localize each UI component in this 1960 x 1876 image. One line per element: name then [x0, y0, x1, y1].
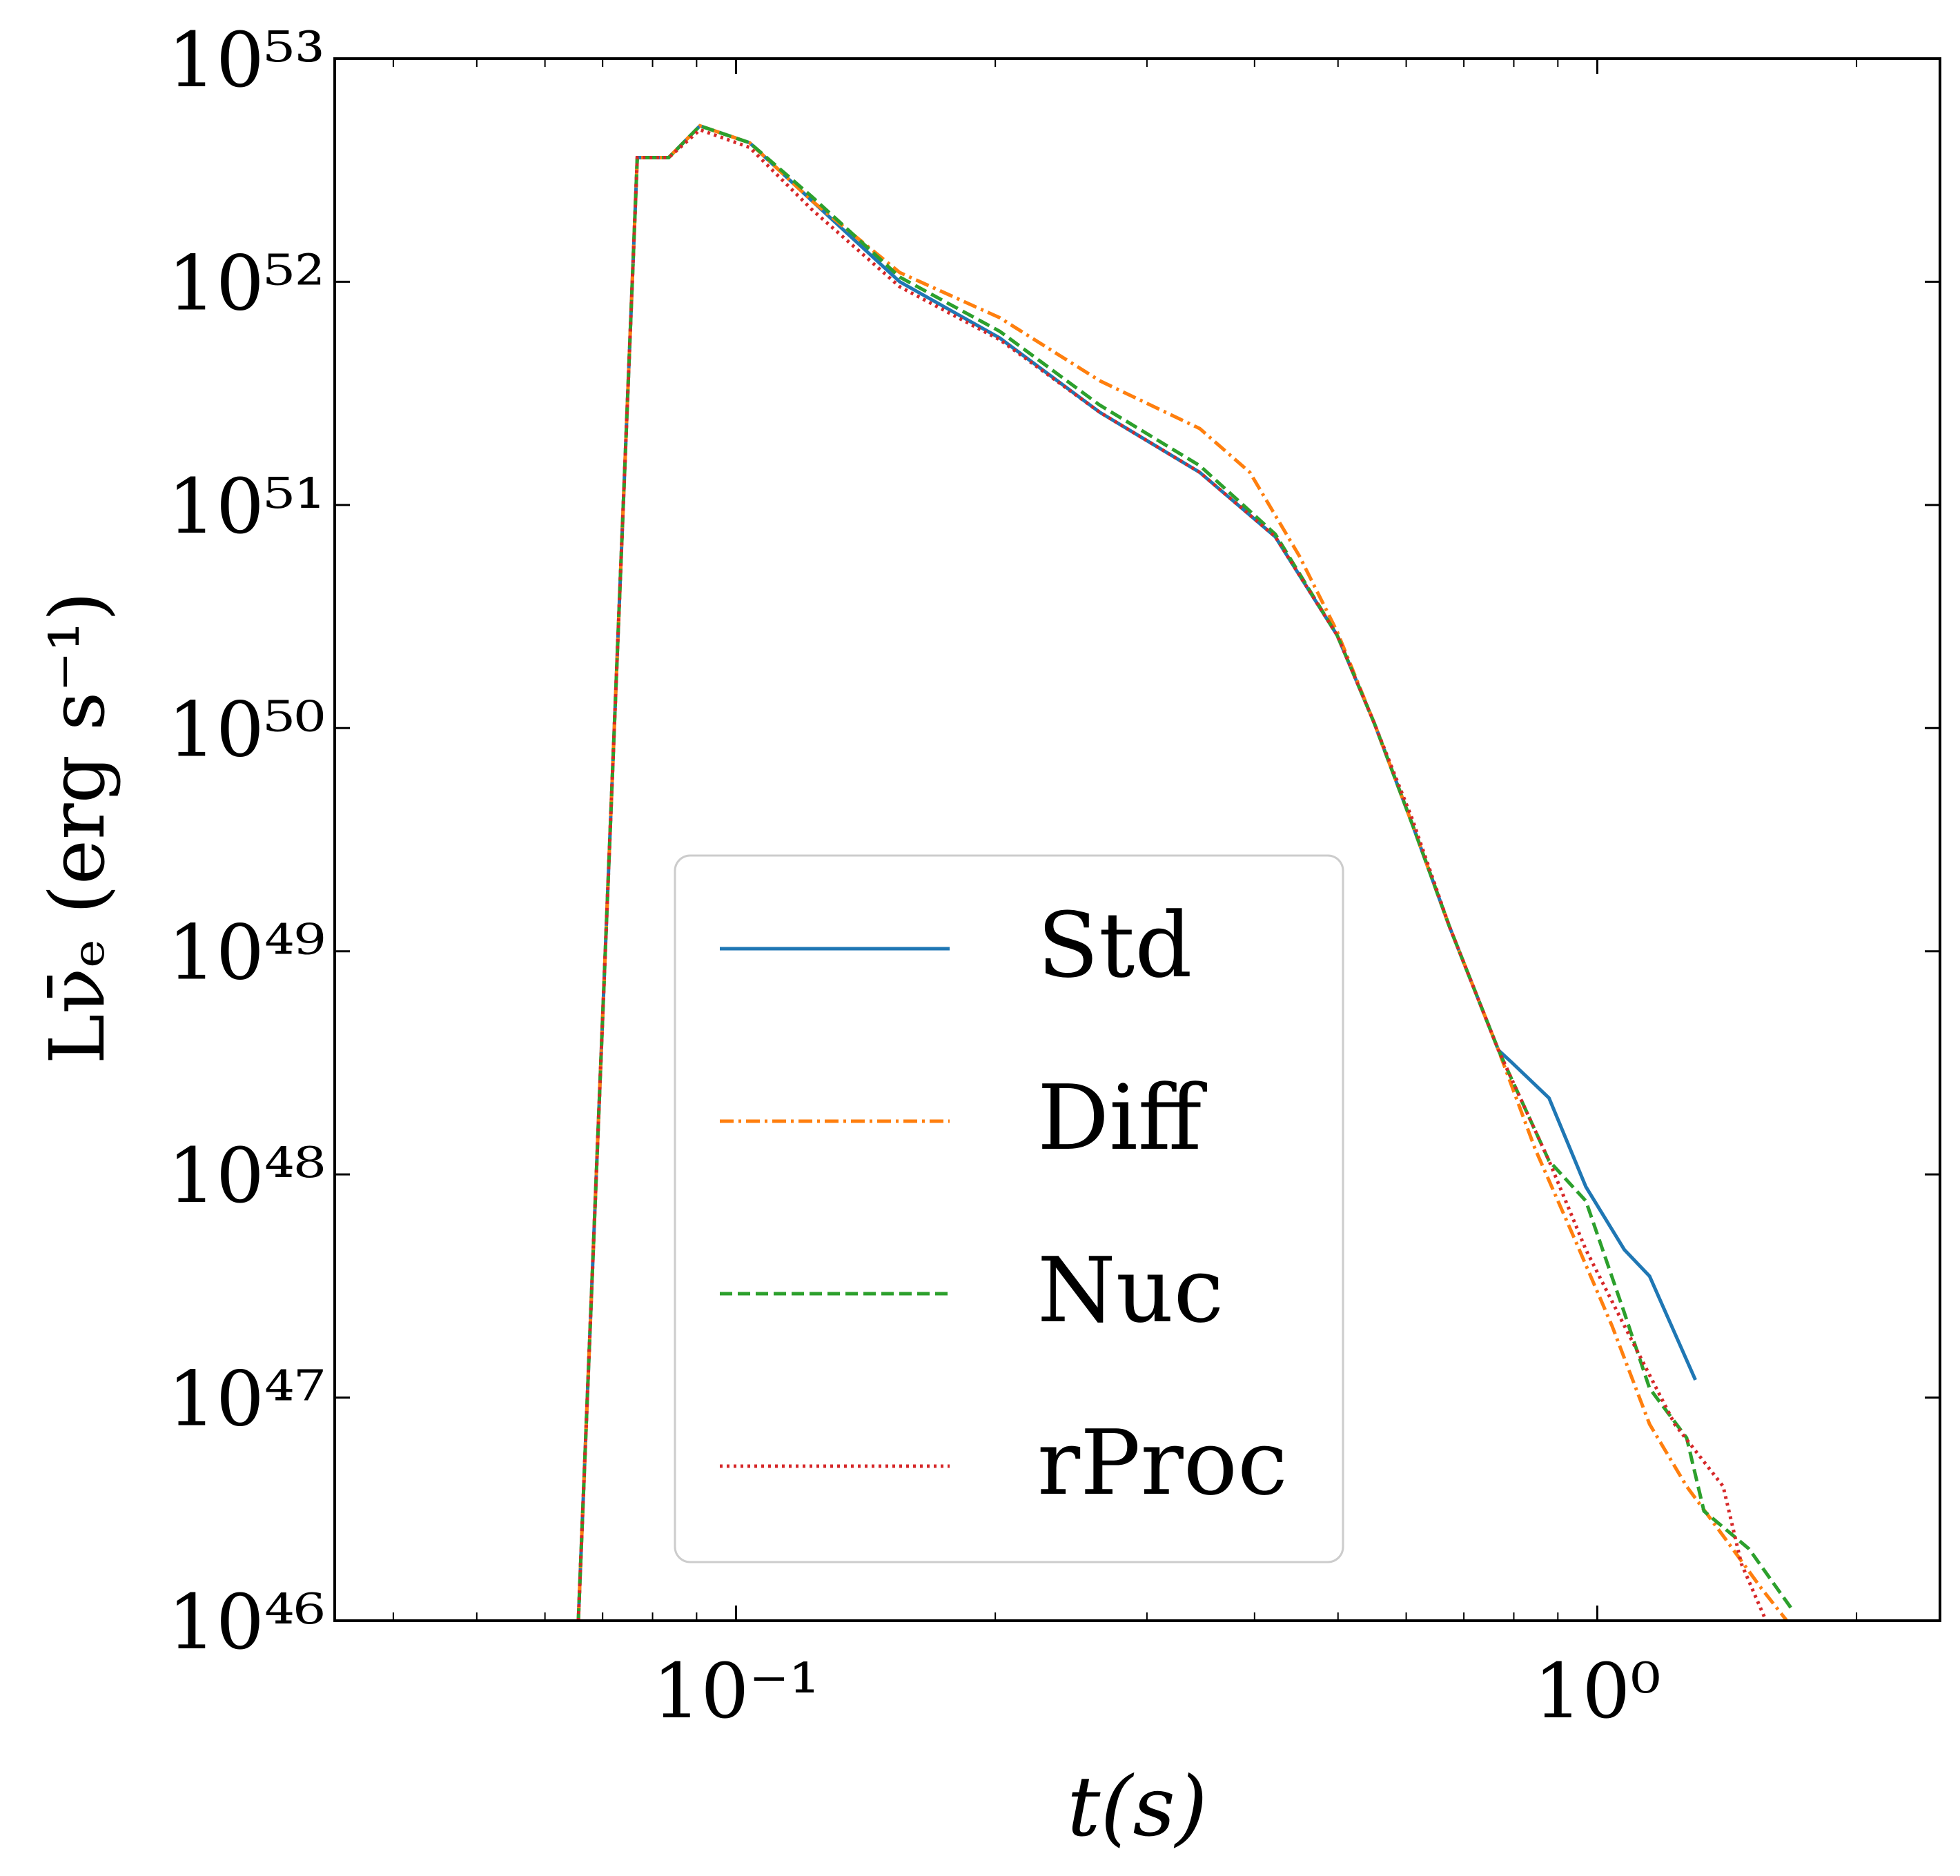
y-tick-label: 10⁵³ — [168, 16, 325, 104]
legend-label: Nuc — [1037, 1238, 1224, 1343]
y-tick-label: 10⁵² — [168, 239, 325, 327]
x-axis-label: t(s) — [1067, 1759, 1207, 1855]
series-line — [576, 124, 1795, 1621]
x-tick-label: 10⁰ — [1533, 1647, 1660, 1735]
x-tick-label: 10⁻¹ — [652, 1647, 819, 1735]
y-tick-label: 10⁵⁰ — [168, 685, 325, 773]
legend-box — [674, 854, 1344, 1563]
legend-label: Diff — [1037, 1065, 1208, 1170]
legend-label: Std — [1037, 893, 1193, 998]
y-tick-label: 10⁴⁷ — [168, 1355, 325, 1443]
y-tick-label: 10⁴⁶ — [168, 1578, 325, 1666]
legend-label: rProc — [1037, 1410, 1288, 1515]
y-tick-label: 10⁴⁹ — [168, 909, 325, 997]
y-tick-label: 10⁵¹ — [168, 462, 325, 551]
y-tick-label: 10⁴⁸ — [168, 1132, 325, 1220]
plot-frame — [333, 57, 1941, 1622]
y-axis-label: Lν̄ₑ (erg s⁻¹) — [33, 592, 121, 1065]
series-line — [576, 124, 1789, 1621]
